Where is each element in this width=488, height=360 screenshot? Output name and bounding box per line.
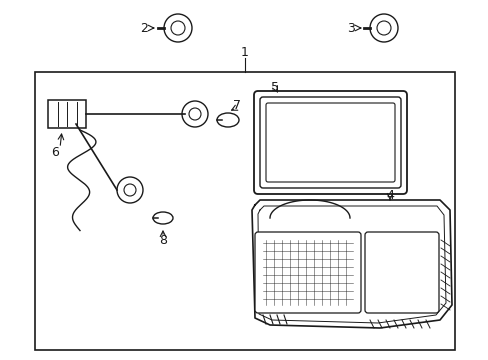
Text: 8: 8	[159, 234, 167, 247]
FancyBboxPatch shape	[254, 232, 360, 313]
Text: 4: 4	[385, 189, 393, 202]
Text: 6: 6	[51, 145, 59, 158]
FancyBboxPatch shape	[364, 232, 438, 313]
Bar	[48, 100, 86, 128]
Text: 3: 3	[346, 22, 354, 35]
Text: 5: 5	[270, 81, 279, 94]
Bar	[35, 72, 454, 350]
Text: 2: 2	[140, 22, 148, 35]
Text: 7: 7	[232, 99, 241, 112]
Text: 1: 1	[241, 45, 248, 59]
